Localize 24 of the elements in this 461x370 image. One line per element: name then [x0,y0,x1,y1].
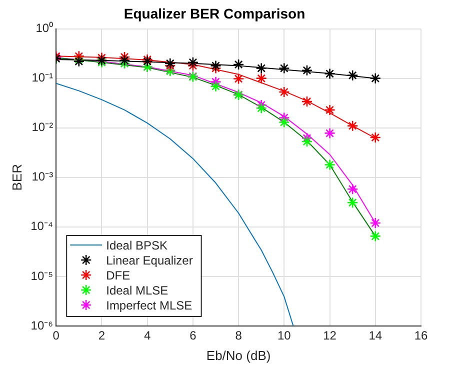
x-tick-label: 12 [323,328,337,343]
x-tick-label: 8 [235,328,242,343]
x-tick-label: 0 [52,328,60,343]
x-tick-label: 10 [277,328,292,343]
chart-title: Equalizer BER Comparison [124,5,306,22]
y-tick-label: 10⁻¹ [32,70,54,85]
x-tick-label: 16 [414,328,428,343]
y-tick-label: 10⁻⁶ [30,318,54,332]
legend-label: Linear Equalizer [106,253,193,268]
x-tick-label: 6 [190,328,197,343]
x-tick-label: 2 [98,328,106,343]
y-tick-label: 10⁻⁴ [30,219,54,234]
y-tick-label: 10⁻² [32,120,54,134]
x-axis-title: Eb/No (dB) [206,348,271,363]
x-tick-label: 4 [144,328,151,343]
legend-label: Imperfect MLSE [106,298,192,312]
x-tick-label: 14 [368,328,382,343]
legend-label: Ideal BPSK [106,238,168,252]
y-tick-label: 10⁰ [36,21,54,36]
y-tick-label: 10⁻⁵ [30,268,54,283]
y-axis-title: BER [9,164,24,191]
legend-label: Ideal MLSE [106,283,168,298]
legend-label: DFE [106,268,130,282]
y-tick-label: 10⁻³ [32,170,54,184]
